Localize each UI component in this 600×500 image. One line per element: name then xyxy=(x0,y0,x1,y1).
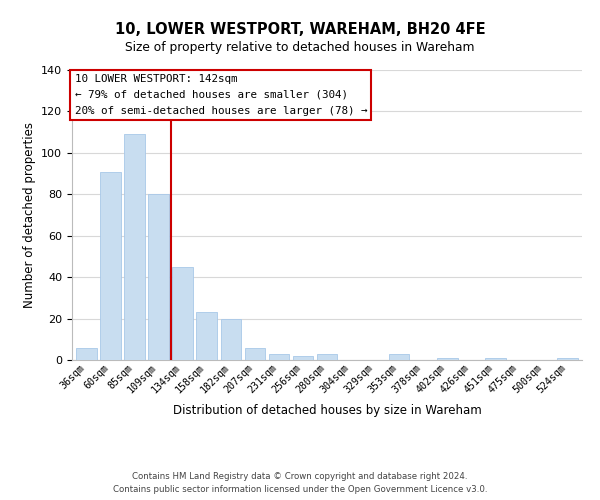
Bar xyxy=(172,267,193,360)
Bar xyxy=(148,194,169,360)
Bar xyxy=(221,318,241,360)
X-axis label: Distribution of detached houses by size in Wareham: Distribution of detached houses by size … xyxy=(173,404,481,416)
Bar xyxy=(245,348,265,360)
Text: 10 LOWER WESTPORT: 142sqm
← 79% of detached houses are smaller (304)
20% of semi: 10 LOWER WESTPORT: 142sqm ← 79% of detac… xyxy=(74,74,367,116)
Bar xyxy=(557,358,578,360)
Bar xyxy=(317,354,337,360)
Bar xyxy=(76,348,97,360)
Bar xyxy=(196,312,217,360)
Bar xyxy=(389,354,409,360)
Bar xyxy=(269,354,289,360)
Bar xyxy=(124,134,145,360)
Text: 10, LOWER WESTPORT, WAREHAM, BH20 4FE: 10, LOWER WESTPORT, WAREHAM, BH20 4FE xyxy=(115,22,485,38)
Text: Contains HM Land Registry data © Crown copyright and database right 2024.
Contai: Contains HM Land Registry data © Crown c… xyxy=(113,472,487,494)
Bar xyxy=(485,358,506,360)
Bar xyxy=(100,172,121,360)
Bar xyxy=(437,358,458,360)
Bar xyxy=(293,356,313,360)
Y-axis label: Number of detached properties: Number of detached properties xyxy=(23,122,35,308)
Text: Size of property relative to detached houses in Wareham: Size of property relative to detached ho… xyxy=(125,41,475,54)
